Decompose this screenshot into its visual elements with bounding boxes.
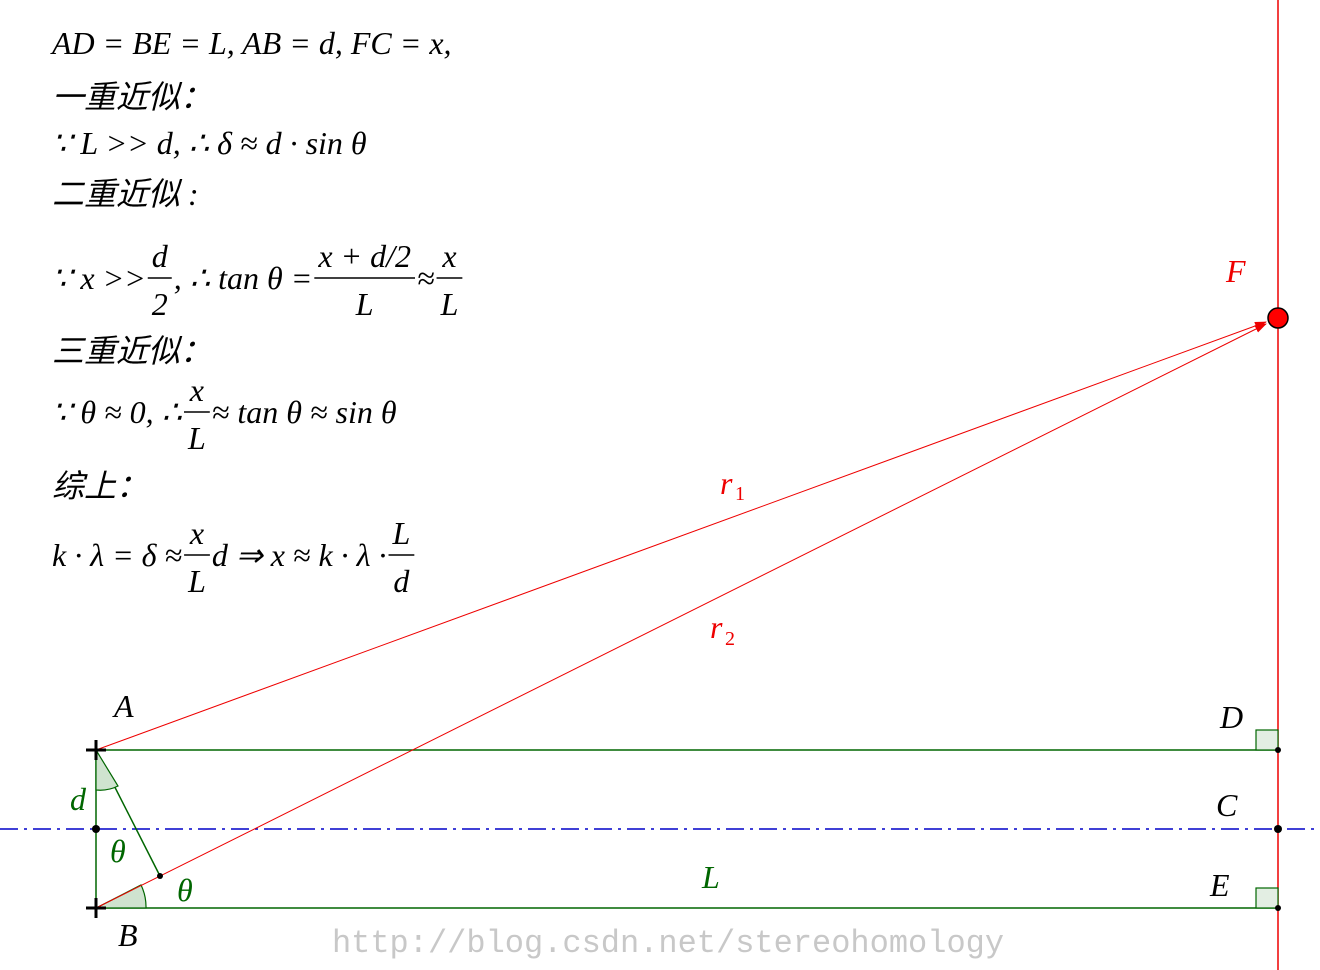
formula-text: ∵ x >>: [52, 260, 146, 296]
label: 2: [725, 628, 735, 650]
formulas: AD = BE = L, AB = d, FC = x, 一重近似： ∵ L >> …: [50, 25, 463, 599]
formula-text: , ∴ tan θ =: [174, 260, 313, 296]
fraction-denominator: L: [187, 420, 206, 456]
formula-text: 一重近似：: [52, 79, 212, 115]
label: F: [1225, 253, 1246, 289]
label: C: [1216, 787, 1238, 823]
point: [92, 825, 100, 833]
label: B: [118, 917, 138, 953]
label: θ: [110, 833, 126, 869]
formula-text: AD = BE = L, AB = d, FC = x,: [50, 25, 452, 61]
label: E: [1209, 867, 1230, 903]
formula-text: 综上：: [52, 468, 148, 504]
label: r: [710, 609, 723, 645]
watermark: http://blog.csdn.net/stereohomology: [332, 925, 1004, 962]
fraction-denominator: d: [393, 563, 410, 599]
formula-text: k · λ = δ ≈: [52, 537, 182, 573]
label: 1: [735, 483, 745, 505]
fraction-denominator: L: [187, 563, 206, 599]
formula-text: 二重近似 :: [52, 176, 199, 212]
fraction-denominator: L: [440, 286, 459, 322]
fraction-numerator: d: [152, 238, 169, 274]
label: d: [70, 781, 87, 817]
fraction-denominator: 2: [152, 286, 168, 322]
right-angle: [1255, 729, 1279, 751]
angle-mark: [95, 747, 119, 791]
fraction-numerator: L: [392, 515, 411, 551]
point-f: [1267, 307, 1289, 329]
formula-text: ∵ θ ≈ 0, ∴: [52, 394, 183, 430]
formula-text: d ⇒ x ≈ k · λ ·: [212, 537, 387, 573]
fraction-denominator: L: [355, 286, 374, 322]
label: A: [112, 688, 134, 724]
point: [157, 873, 163, 879]
point-e: [1275, 905, 1281, 911]
formula-text: ∵ L >> d, ∴ δ ≈ d · sin θ: [52, 125, 367, 161]
right-angle: [1255, 887, 1279, 909]
formula-text: ≈: [417, 260, 435, 296]
point-d: [1275, 747, 1281, 753]
fraction-numerator: x + d/2: [317, 238, 411, 274]
ray-r2: [95, 323, 1267, 909]
label: L: [701, 859, 720, 895]
point-a: [86, 740, 106, 760]
point-b: [86, 898, 106, 918]
fraction-numerator: x: [189, 515, 204, 551]
formula-text: ≈ tan θ ≈ sin θ: [212, 394, 397, 430]
label: r: [720, 465, 733, 501]
fraction-numerator: x: [441, 238, 456, 274]
formula-text: 三重近似：: [52, 333, 212, 369]
fraction-numerator: x: [189, 372, 204, 408]
point-c: [1274, 825, 1282, 833]
label: θ: [177, 872, 193, 908]
ray-r1: [95, 321, 1267, 751]
label: D: [1219, 699, 1243, 735]
